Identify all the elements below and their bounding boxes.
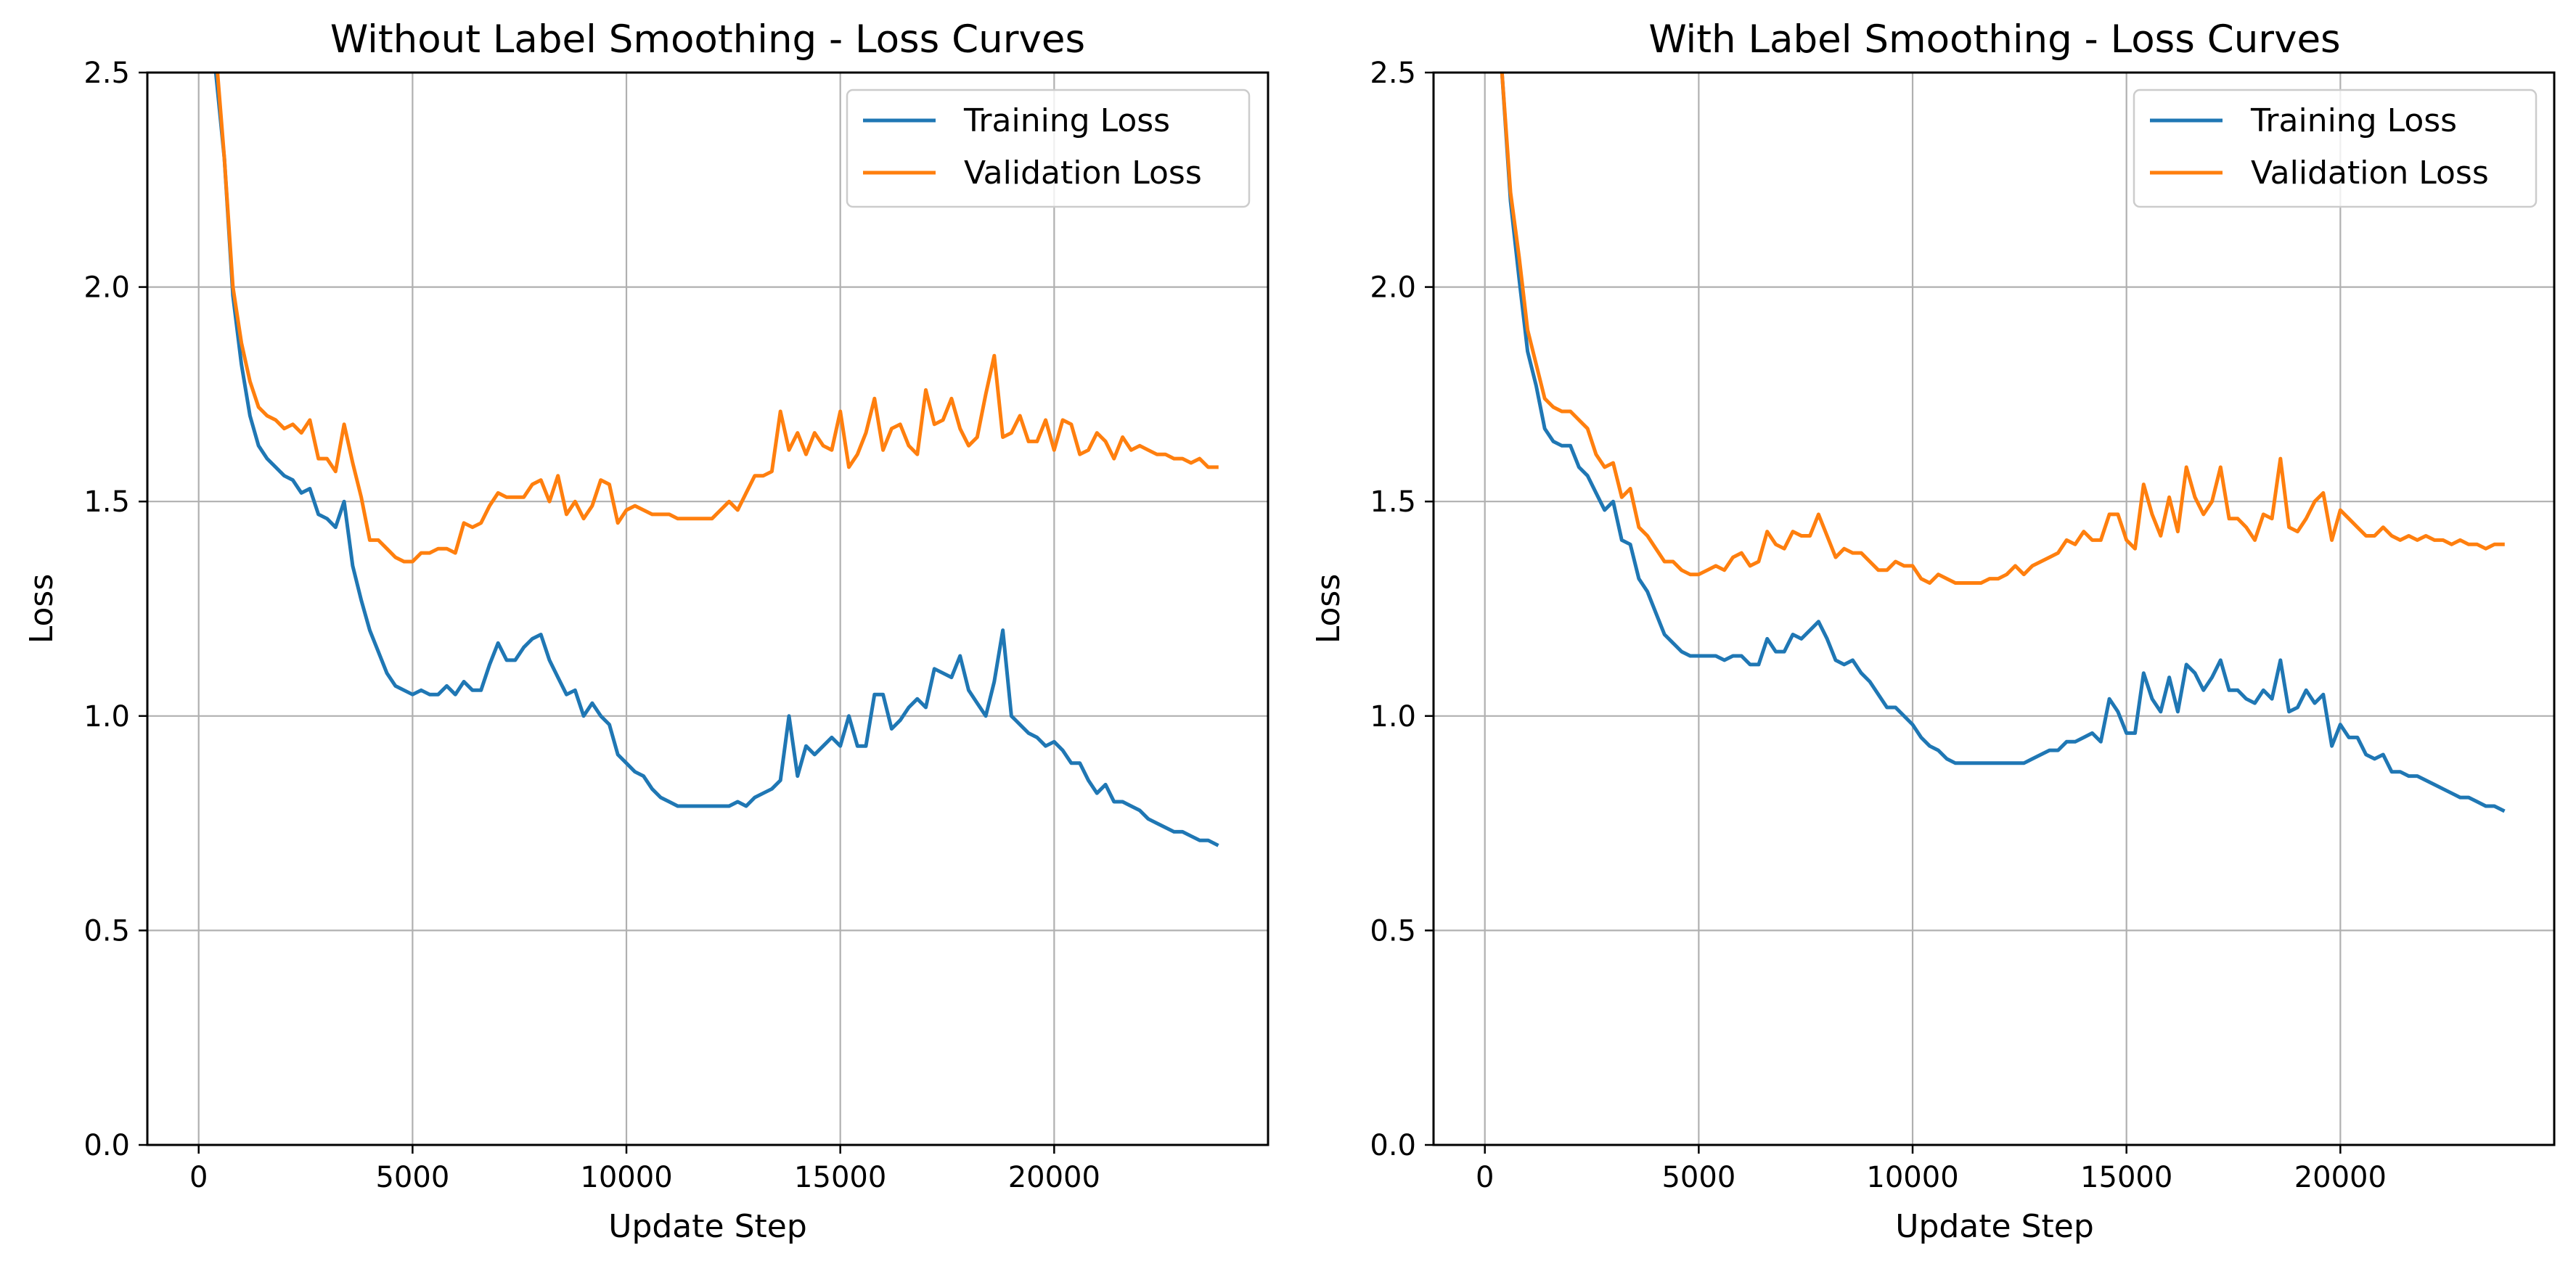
legend: Training Loss Validation Loss: [846, 89, 1251, 208]
y-tick-label: 0.5: [83, 914, 130, 948]
chart-with-label-smoothing: With Label Smoothing - Loss Curves 0 5000…: [1310, 17, 2556, 1245]
x-tick-label: 0: [189, 1161, 208, 1194]
x-tick-label: 15000: [794, 1161, 886, 1194]
y-tick-label: 1.0: [1370, 700, 1416, 734]
y-tick-label: 0.5: [1370, 914, 1416, 948]
validation-loss-line: [216, 73, 1219, 564]
y-tick-label: 2.5: [1370, 57, 1416, 90]
legend-label-training: Training Loss: [2250, 102, 2457, 139]
y-axis-label: Loss: [1310, 574, 1347, 644]
x-tick-label: 20000: [1008, 1161, 1100, 1194]
chart-title: With Label Smoothing - Loss Curves: [1648, 17, 2340, 62]
y-axis-ticks: 0.0 0.5 1.0 1.5 2.0 2.5: [83, 57, 147, 1162]
x-tick-label: 20000: [2294, 1161, 2387, 1194]
x-tick-label: 10000: [580, 1161, 672, 1194]
legend-box: [2133, 89, 2538, 208]
legend: Training Loss Validation Loss: [2133, 89, 2538, 208]
x-axis-label: Update Step: [608, 1208, 807, 1245]
training-loss-line: [213, 73, 1219, 847]
legend-label-validation: Validation Loss: [964, 155, 1202, 192]
y-tick-label: 0.0: [1370, 1129, 1416, 1162]
x-tick-label: 0: [1476, 1161, 1494, 1194]
legend-label-validation: Validation Loss: [2251, 155, 2489, 192]
x-tick-label: 15000: [2080, 1161, 2172, 1194]
y-tick-label: 2.0: [83, 271, 130, 305]
y-tick-label: 1.5: [1370, 485, 1416, 519]
chart-title: Without Label Smoothing - Loss Curves: [330, 17, 1085, 62]
y-axis-label: Loss: [23, 574, 60, 644]
training-loss-line: [1500, 73, 2506, 813]
chart-without-label-smoothing: Without Label Smoothing - Loss Curves 0 5…: [23, 17, 1269, 1245]
x-tick-label: 5000: [375, 1161, 449, 1194]
legend-box: [846, 89, 1251, 208]
series-lines: [213, 73, 1219, 847]
validation-loss-line: [1500, 73, 2505, 585]
y-tick-label: 1.0: [83, 700, 130, 734]
y-tick-label: 2.5: [83, 57, 130, 90]
y-tick-label: 0.0: [83, 1129, 130, 1162]
x-axis-label: Update Step: [1895, 1208, 2094, 1245]
plot-frame: [1432, 71, 2556, 1146]
series-lines: [1500, 73, 2506, 813]
x-axis-ticks: 0 5000 10000 15000 20000: [189, 1145, 1100, 1194]
y-axis-ticks: 0.0 0.5 1.0 1.5 2.0 2.5: [1370, 57, 1434, 1162]
y-tick-label: 1.5: [83, 485, 130, 519]
y-tick-label: 2.0: [1370, 271, 1416, 305]
legend-label-training: Training Loss: [963, 102, 1170, 139]
x-tick-label: 10000: [1866, 1161, 1958, 1194]
x-tick-label: 5000: [1661, 1161, 1735, 1194]
plot-frame: [146, 71, 1269, 1146]
x-axis-ticks: 0 5000 10000 15000 20000: [1476, 1145, 2387, 1194]
